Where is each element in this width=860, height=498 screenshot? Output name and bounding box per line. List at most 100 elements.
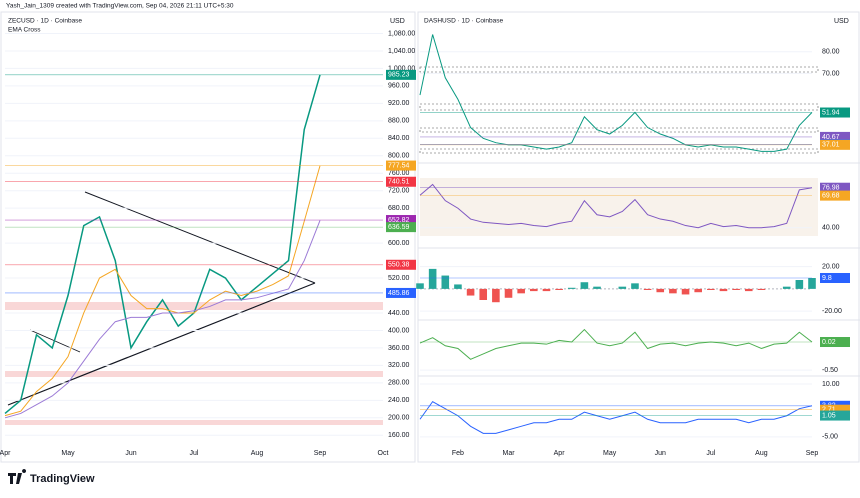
histogram-bar	[732, 288, 740, 290]
price-label-box	[386, 176, 416, 187]
histogram-bar	[795, 280, 804, 289]
x-tick-label: Apr	[554, 450, 566, 457]
x-tick-label: Sep	[806, 450, 819, 457]
currency: USD	[834, 18, 849, 25]
zone	[419, 66, 819, 73]
price-label: 550.38	[388, 262, 410, 269]
price-label: 652.82	[388, 217, 410, 224]
y-tick-label: 1,000.00	[388, 65, 415, 72]
histogram-bar	[580, 282, 589, 289]
y-tick-label: 200.00	[388, 415, 410, 422]
price-label: 2.71	[822, 407, 836, 414]
y-tick-label: 720.00	[388, 188, 410, 195]
zone	[5, 302, 383, 310]
y-tick-label: 920.00	[388, 100, 410, 107]
histogram-bar	[643, 288, 652, 290]
logo	[8, 469, 27, 484]
price-line	[4, 220, 321, 419]
y-tick-label: 320.00	[388, 362, 410, 369]
zone	[5, 420, 383, 425]
price-label: 777.54	[388, 162, 410, 169]
y-tick-label: -5.00	[822, 434, 838, 441]
y-tick-label: 240.00	[388, 397, 410, 404]
x-tick-label: May	[61, 450, 75, 457]
price-label: 1.05	[822, 412, 836, 419]
chart-title: DASHUSD · 1D · Coinbase	[424, 18, 503, 25]
x-tick-label: Aug	[251, 450, 264, 457]
histogram-bar	[681, 288, 690, 295]
histogram-bar	[441, 275, 450, 289]
histogram-bar	[454, 284, 462, 289]
y-tick-label: 280.00	[388, 380, 410, 387]
histogram-bar	[669, 288, 677, 294]
x-tick-label: Jul	[190, 450, 199, 457]
histogram-bar	[479, 288, 488, 300]
y-tick-label: 400.00	[388, 327, 410, 334]
price-label-box	[820, 190, 850, 201]
histogram-bar	[466, 288, 475, 296]
price-label-box	[820, 404, 850, 415]
histogram-bar	[504, 288, 513, 298]
price-label: 37.01	[822, 142, 840, 149]
currency: USD	[390, 18, 405, 25]
y-tick-label: 360.00	[388, 345, 410, 352]
y-tick-label: 520.00	[388, 275, 410, 282]
price-label-box	[386, 259, 416, 270]
y-tick-label: 1,040.00	[388, 48, 415, 55]
y-tick-label: 680.00	[388, 205, 410, 212]
price-label: 740.51	[388, 179, 410, 186]
histogram-bar	[656, 288, 665, 293]
price-label: 985.23	[388, 72, 410, 79]
histogram-bar	[593, 286, 601, 289]
histogram-bar	[808, 278, 816, 289]
histogram-bar	[618, 286, 627, 289]
histogram-bar	[757, 288, 766, 290]
price-label-box	[386, 222, 416, 233]
x-tick-label: Aug	[755, 450, 768, 457]
x-tick-label: Mar	[502, 450, 515, 457]
price-label-box	[386, 287, 416, 298]
price-label-box	[820, 182, 850, 193]
price-label-box	[820, 107, 850, 118]
histogram-bar	[517, 288, 525, 294]
price-line	[419, 328, 813, 360]
price-label-box	[820, 131, 850, 142]
y-tick-label: 160.00	[388, 432, 410, 439]
y-tick-label: 40.00	[822, 225, 840, 232]
y-tick-label: 600.00	[388, 240, 410, 247]
trendline	[7, 282, 316, 406]
x-tick-label: Jul	[706, 450, 715, 457]
x-tick-label: Feb	[452, 450, 464, 457]
price-label-box	[820, 337, 850, 348]
right-panel	[417, 11, 860, 463]
footer: TradingView	[30, 473, 95, 485]
price-label: 9.8	[822, 275, 832, 282]
header: Yash_Jain_1309 created with TradingView.…	[6, 3, 234, 10]
y-tick-label: 1,080.00	[388, 30, 415, 37]
chart-subtitle: EMA Cross	[8, 27, 41, 34]
price-label-box	[386, 160, 416, 171]
y-tick-label: 880.00	[388, 118, 410, 125]
histogram-bar	[416, 283, 424, 289]
price-label-box	[820, 139, 850, 150]
y-tick-label: -20.00	[822, 308, 842, 315]
x-tick-label: May	[603, 450, 617, 457]
trendline	[84, 191, 316, 284]
y-tick-label: 960.00	[388, 83, 410, 90]
left-panel	[0, 11, 416, 463]
zone	[419, 127, 819, 133]
price-label-box	[820, 410, 850, 421]
y-tick-label: 760.00	[388, 170, 410, 177]
x-tick-label: Sep	[314, 450, 327, 457]
x-tick-label: Jun	[655, 450, 666, 457]
price-label-box	[820, 273, 850, 283]
price-line	[419, 400, 813, 434]
histogram-bar	[492, 288, 500, 303]
zone	[5, 371, 383, 377]
price-line	[419, 183, 813, 229]
price-label: 636.59	[388, 224, 410, 231]
price-label: 0.02	[822, 339, 836, 346]
x-tick-label: Apr	[0, 450, 11, 457]
